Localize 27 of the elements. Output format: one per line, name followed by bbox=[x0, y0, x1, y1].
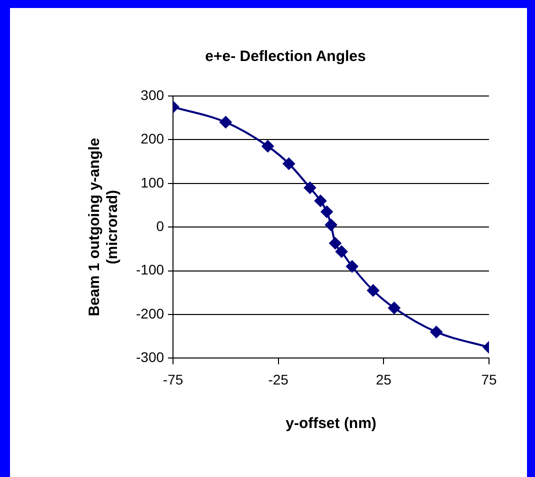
y-tick-label: 300 bbox=[140, 86, 164, 103]
point bbox=[282, 158, 295, 170]
point bbox=[367, 284, 380, 296]
y-tick-label: -200 bbox=[136, 305, 164, 322]
point bbox=[314, 194, 326, 207]
x-tick-label: 75 bbox=[481, 371, 497, 388]
y-tick-label: 100 bbox=[140, 174, 164, 190]
point bbox=[336, 246, 348, 258]
point bbox=[329, 237, 342, 250]
x-tick-label: -25 bbox=[268, 371, 289, 388]
y-tick-label: -300 bbox=[136, 349, 164, 366]
point bbox=[325, 218, 338, 231]
x-tick-label: -75 bbox=[162, 371, 184, 388]
point bbox=[304, 182, 316, 194]
chart-title: e+e- Deflection Angles bbox=[205, 48, 366, 66]
point bbox=[346, 260, 358, 272]
x-tick-label: 25 bbox=[376, 371, 392, 388]
point bbox=[430, 326, 442, 338]
point bbox=[220, 116, 232, 128]
y-tick-label: 200 bbox=[140, 130, 164, 147]
point bbox=[262, 140, 274, 152]
point bbox=[388, 302, 400, 314]
y-tick-label: -100 bbox=[136, 262, 164, 278]
y-axis-title: Beam 1 outgoing y-angle (microrad) bbox=[86, 138, 122, 316]
point bbox=[320, 206, 333, 218]
x-axis-title: y-offset (nm) bbox=[286, 415, 376, 432]
y-tick-label: 0 bbox=[156, 218, 164, 234]
